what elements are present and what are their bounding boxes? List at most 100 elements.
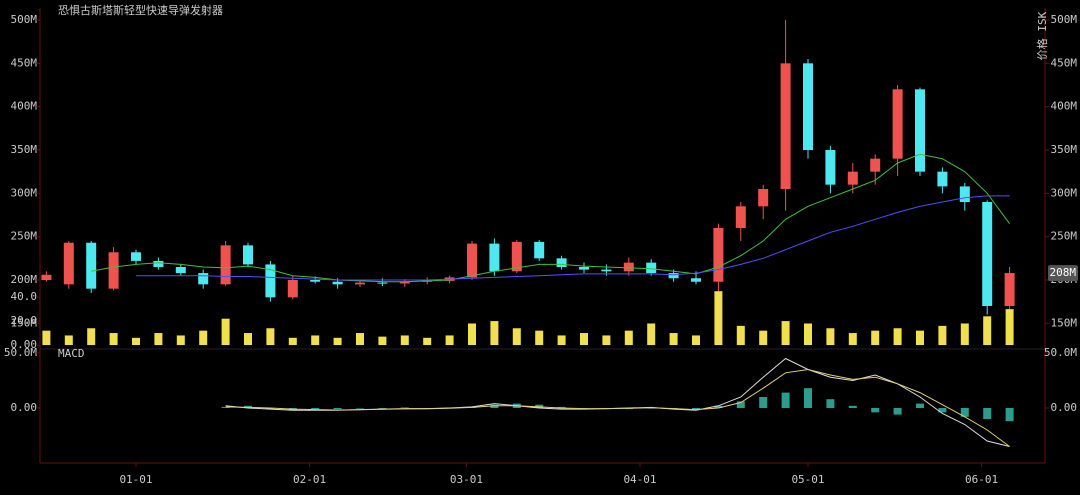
candle-body: [646, 262, 657, 274]
candle-body: [982, 202, 993, 306]
volume-bar: [916, 330, 924, 345]
volume-bar: [535, 330, 544, 345]
candle-body: [892, 89, 903, 159]
volume-bar: [647, 323, 656, 345]
y-tick-label: 200M: [11, 273, 38, 286]
y-tick-label-right: 300M: [1051, 186, 1078, 199]
volume-bar: [109, 333, 118, 345]
x-tick-label: 05-01: [791, 473, 824, 486]
candle-body: [377, 282, 388, 284]
macd-bar: [759, 397, 768, 408]
volume-bar: [288, 337, 297, 345]
indicator-line: [225, 368, 1010, 447]
last-price-label: 208M: [1050, 266, 1077, 279]
indicator-line: [136, 195, 1010, 281]
volume-bar: [714, 291, 723, 345]
macd-bar: [938, 408, 947, 413]
candle-body: [332, 281, 343, 285]
candle-body: [511, 241, 522, 272]
candle-body: [467, 243, 477, 278]
candle-body: [175, 267, 186, 274]
y-tick-label-right: 350M: [1051, 143, 1078, 156]
y-tick-label: 350M: [11, 143, 38, 156]
macd-bar: [266, 408, 275, 410]
candle-body: [623, 262, 634, 272]
candle-body: [220, 245, 231, 285]
y-tick-label: 250M: [11, 230, 38, 243]
y-tick-label: 400M: [11, 100, 38, 113]
volume-bar: [736, 325, 745, 345]
candle-body: [310, 280, 321, 282]
candle-body: [489, 243, 500, 272]
volume-bar: [199, 330, 208, 345]
candle-body: [579, 267, 589, 270]
macd-bar: [221, 406, 230, 408]
x-tick-label: 06-01: [965, 473, 998, 486]
volume-bar: [960, 323, 969, 345]
macd-bar: [692, 408, 700, 410]
candle-body: [1004, 273, 1015, 306]
macd-bar: [804, 388, 812, 408]
last-price-tag: [1048, 265, 1078, 282]
macd-bar: [826, 399, 835, 408]
candle-body: [243, 245, 253, 265]
y-tick-label: 0.00: [11, 338, 38, 351]
y-tick-label: 50.0M: [4, 346, 37, 359]
volume-bar: [580, 333, 588, 345]
candle-body: [86, 242, 97, 289]
candle-body: [847, 171, 858, 185]
candle-body: [735, 206, 746, 228]
candle-body: [601, 269, 612, 272]
macd-bar: [356, 408, 364, 409]
volume-bar: [378, 336, 387, 345]
volume-bar: [87, 328, 96, 345]
macd-bar: [736, 401, 745, 408]
x-tick-label: 02-01: [293, 473, 326, 486]
candle-body: [265, 264, 276, 298]
volume-bar: [826, 328, 835, 345]
candle-body: [915, 89, 925, 172]
chart-title: 恐惧古斯塔斯轻型快速导弹发射器: [58, 3, 223, 17]
candle-body: [668, 273, 679, 279]
macd-bar: [400, 407, 409, 408]
macd-bar: [1005, 408, 1014, 422]
volume-bar: [176, 335, 185, 345]
volume-bar: [490, 321, 499, 345]
volume-bar: [423, 337, 432, 345]
indicator-line: [91, 153, 1011, 283]
macd-bar: [781, 392, 790, 408]
macd-bar: [983, 408, 992, 419]
candle-body: [108, 252, 119, 289]
macd-bar: [490, 404, 499, 408]
candle-body: [870, 158, 881, 172]
y-tick-label-right: 50.0M: [1044, 346, 1077, 359]
candle-body: [758, 189, 769, 207]
y-tick-label: 150M: [11, 316, 38, 329]
volume-bar: [692, 335, 700, 345]
macd-bar: [557, 406, 566, 408]
candle-body: [691, 278, 701, 282]
macd-bar: [848, 405, 857, 408]
y-tick-label: 450M: [11, 56, 38, 69]
volume-bar: [804, 323, 812, 345]
volume-bar: [557, 335, 566, 345]
y-tick-label-right: 400M: [1051, 100, 1078, 113]
volume-bar: [938, 325, 947, 345]
macd-bar: [871, 408, 880, 413]
volume-bar: [781, 321, 790, 345]
candle-body: [780, 63, 791, 190]
volume-bar: [893, 328, 902, 345]
volume-bar: [154, 333, 163, 345]
candle-body: [198, 273, 209, 285]
candle-body: [803, 63, 813, 151]
volume-bar: [221, 318, 230, 345]
macd-bar: [916, 403, 924, 408]
macd-bar: [714, 405, 723, 408]
y-tick-label: 0.00: [11, 401, 38, 414]
candle-body: [153, 260, 164, 267]
candle-body: [534, 241, 545, 259]
volume-bar: [848, 333, 857, 345]
macd-bar: [333, 408, 342, 410]
candle-body: [937, 171, 948, 187]
candle-body: [287, 280, 298, 298]
